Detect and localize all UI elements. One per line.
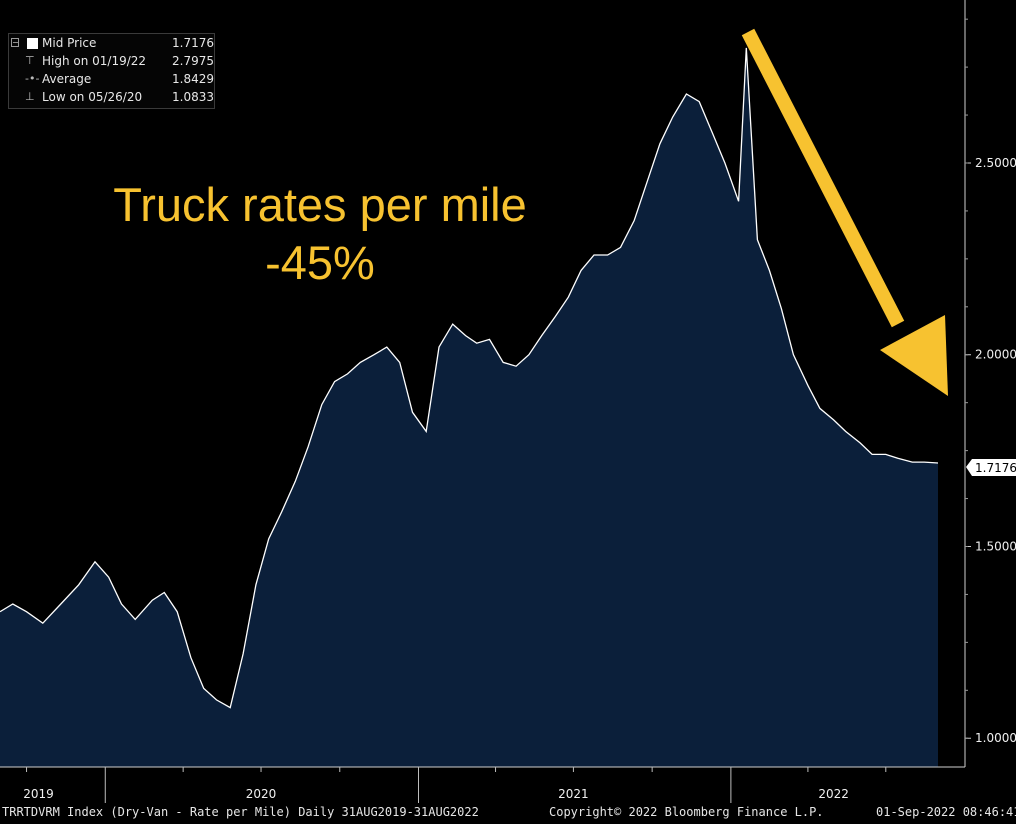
legend-value: 1.7176 bbox=[172, 36, 214, 50]
x-year-label: 2021 bbox=[558, 787, 589, 801]
low-marker-icon: ⊥ bbox=[25, 90, 35, 103]
footer-timestamp: 01-Sep-2022 08:46:41 bbox=[876, 805, 1016, 819]
chart-annotation: Truck rates per mile -45% bbox=[40, 176, 600, 292]
footer-copyright: Copyright© 2022 Bloomberg Finance L.P. bbox=[549, 805, 824, 819]
down-arrow-icon bbox=[741, 28, 948, 396]
average-marker-icon: -•- bbox=[25, 72, 40, 85]
high-marker-icon: ⊤ bbox=[25, 54, 35, 67]
legend-label: High on 01/19/22 bbox=[42, 54, 147, 68]
legend-label: Mid Price bbox=[42, 36, 97, 50]
collapse-icon[interactable]: − bbox=[11, 38, 19, 47]
footer-index-description: TRRTDVRM Index (Dry-Van - Rate per Mile)… bbox=[2, 805, 479, 819]
x-year-label: 2020 bbox=[246, 787, 277, 801]
legend-value: 1.8429 bbox=[172, 72, 214, 86]
y-axis: 1.0000 1.5000 2.0000 2.5000 bbox=[964, 0, 1016, 767]
legend-item-low[interactable]: ⊥ Low on 05/26/20 1.0833 bbox=[9, 89, 214, 106]
x-axis: 2019 2020 2021 2022 bbox=[0, 766, 965, 803]
y-tick-label: 2.5000 bbox=[975, 156, 1016, 170]
square-swatch-icon bbox=[27, 38, 38, 49]
legend-value: 1.0833 bbox=[172, 90, 214, 104]
y-tick-label: 1.5000 bbox=[975, 539, 1016, 553]
legend-label: Low on 05/26/20 bbox=[42, 90, 143, 104]
last-value-label: 1.7176 bbox=[975, 461, 1016, 475]
annotation-title: Truck rates per mile bbox=[113, 178, 527, 231]
legend-label: Average bbox=[42, 72, 92, 86]
y-tick-label: 1.0000 bbox=[975, 731, 1016, 745]
legend-value: 2.7975 bbox=[172, 54, 214, 68]
last-value-tag: 1.7176 bbox=[966, 459, 1016, 476]
price-series-line bbox=[0, 47, 939, 709]
legend: − Mid Price 1.7176 ⊤ High on 01/19/22 2.… bbox=[8, 33, 215, 109]
x-year-label: 2022 bbox=[818, 787, 849, 801]
x-year-label: 2019 bbox=[23, 787, 54, 801]
y-tick-label: 2.0000 bbox=[975, 348, 1016, 362]
legend-item-high[interactable]: ⊤ High on 01/19/22 2.7975 bbox=[9, 53, 214, 70]
annotation-change: -45% bbox=[265, 236, 375, 289]
price-area-fill bbox=[0, 47, 938, 767]
legend-item-average[interactable]: -•- Average 1.8429 bbox=[9, 71, 214, 88]
legend-item-mid-price[interactable]: − Mid Price 1.7176 bbox=[9, 35, 214, 52]
